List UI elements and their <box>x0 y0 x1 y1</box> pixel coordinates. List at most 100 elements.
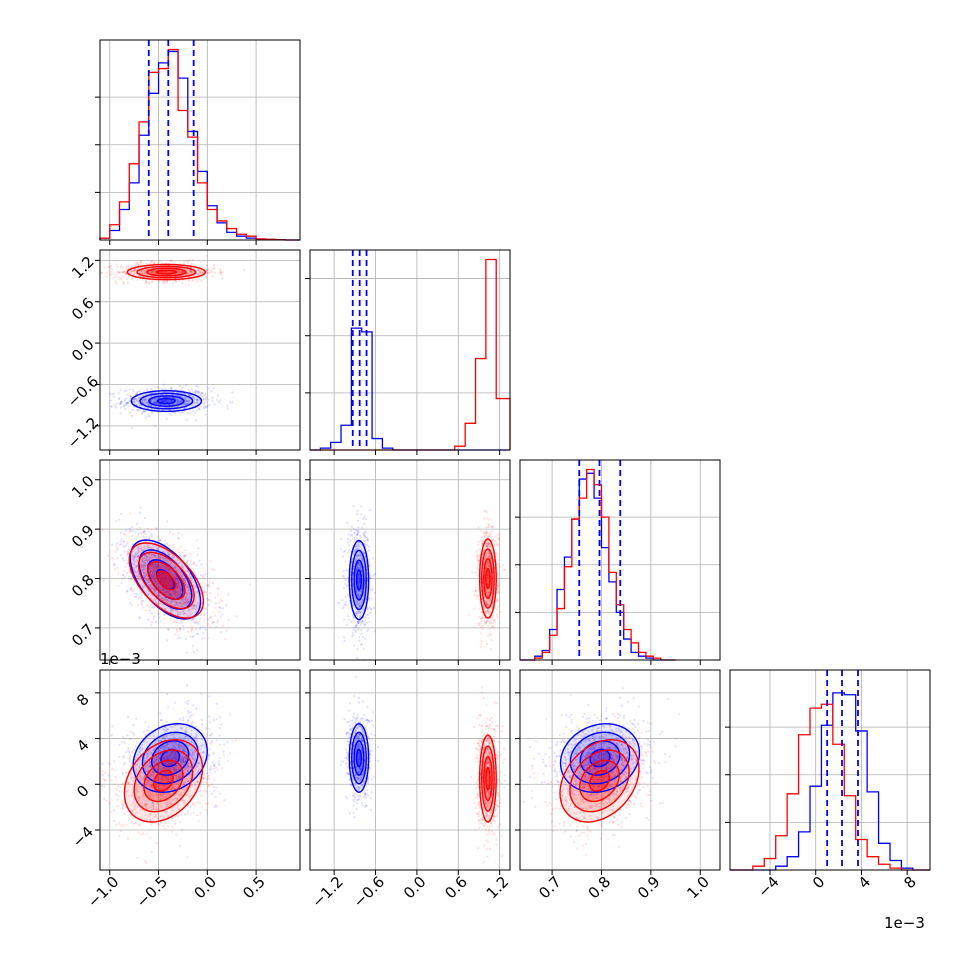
scatter-point <box>367 613 370 616</box>
scatter-point <box>156 583 160 586</box>
scatter-point <box>147 583 150 587</box>
scatter-point <box>201 395 204 398</box>
scatter-point <box>135 398 138 401</box>
scatter-point <box>158 566 161 569</box>
histogram-panel-1 <box>305 249 511 451</box>
scatter-point <box>487 583 490 586</box>
scatter-point <box>204 392 207 395</box>
scatter-point <box>137 596 140 600</box>
scatter-point <box>488 518 491 522</box>
scatter-point <box>356 581 360 584</box>
scatter-point <box>141 568 144 572</box>
scatter-point <box>150 407 153 410</box>
scatter-point <box>166 581 170 585</box>
scatter-point <box>181 759 184 762</box>
scatter-point <box>354 529 357 532</box>
scatter-point <box>478 624 481 627</box>
scatter-point <box>161 564 164 567</box>
scatter-point <box>186 273 189 276</box>
scatter-point <box>358 546 361 549</box>
scatter-point <box>153 574 156 577</box>
scatter-point <box>488 524 491 527</box>
scatter-point <box>117 276 120 279</box>
scatter-point <box>169 571 172 574</box>
scatter-point <box>103 266 106 269</box>
scatter-point <box>183 397 186 400</box>
scatter-point <box>220 274 223 277</box>
scatter-point <box>173 591 176 594</box>
scatter-point <box>179 588 182 592</box>
scatter-point <box>182 566 185 569</box>
scatter-point <box>342 575 345 578</box>
scatter-point <box>149 400 152 403</box>
scatter-point <box>148 794 151 797</box>
scatter-point <box>497 562 500 565</box>
scatter-point <box>124 533 127 536</box>
scatter-point <box>162 400 165 403</box>
scatter-point <box>191 751 194 755</box>
scatter-point <box>123 762 126 765</box>
scatter-point <box>184 601 187 604</box>
scatter-point <box>137 555 140 558</box>
scatter-point <box>489 543 492 546</box>
scatter-point <box>151 569 154 572</box>
scatter-point <box>117 795 120 798</box>
scatter-point <box>358 563 361 566</box>
scatter-point <box>360 505 363 508</box>
scatter-point <box>487 550 490 553</box>
scatter-point <box>217 587 220 590</box>
scatter-point <box>154 589 157 592</box>
scatter-point <box>356 599 359 602</box>
scatter-point <box>356 533 360 536</box>
scatter-point <box>358 604 361 607</box>
scatter-point <box>195 621 198 624</box>
scatter-point <box>195 401 198 405</box>
scatter-point <box>150 597 153 600</box>
scatter-point <box>161 590 164 594</box>
scatter-point <box>153 579 156 582</box>
scatter-point <box>182 756 185 760</box>
scatter-point <box>154 565 157 568</box>
scatter-point <box>194 736 197 739</box>
scatter-point <box>170 600 174 603</box>
scatter-point <box>132 557 135 560</box>
scatter-point <box>358 621 361 624</box>
scatter-point <box>357 566 360 569</box>
scatter-point <box>181 271 185 274</box>
scatter-point <box>206 405 209 408</box>
scatter-point <box>184 583 187 586</box>
scatter-point <box>135 565 138 568</box>
scatter-point <box>178 271 181 274</box>
scatter-point <box>145 609 148 612</box>
scatter-point <box>159 584 162 587</box>
scatter-point <box>486 620 489 623</box>
scatter-point <box>486 581 489 584</box>
scatter-point <box>137 604 140 607</box>
scatter-point <box>132 559 136 562</box>
scatter-point <box>95 574 97 576</box>
scatter-point <box>168 581 171 585</box>
scatter-point <box>161 565 164 569</box>
scatter-point <box>172 556 175 559</box>
scatter-point <box>488 551 491 555</box>
scatter-point <box>360 536 363 539</box>
scatter-point <box>487 591 490 595</box>
scatter-point <box>108 392 111 395</box>
scatter-point <box>487 594 490 597</box>
scatter-point <box>353 539 357 542</box>
scatter-point <box>475 550 478 553</box>
scatter-point <box>196 273 199 276</box>
scatter-point <box>174 591 177 594</box>
scatter-point <box>187 744 190 747</box>
scatter-point <box>190 270 193 274</box>
scatter-point <box>183 392 186 396</box>
scatter-point <box>177 562 180 565</box>
scatter-point <box>132 567 135 570</box>
scatter-point <box>367 628 370 631</box>
scatter-point <box>170 593 173 596</box>
scatter-point <box>166 270 169 273</box>
scatter-point <box>168 568 171 571</box>
scatter-point <box>168 578 171 581</box>
scatter-point <box>355 567 358 571</box>
scatter-point <box>354 547 357 550</box>
